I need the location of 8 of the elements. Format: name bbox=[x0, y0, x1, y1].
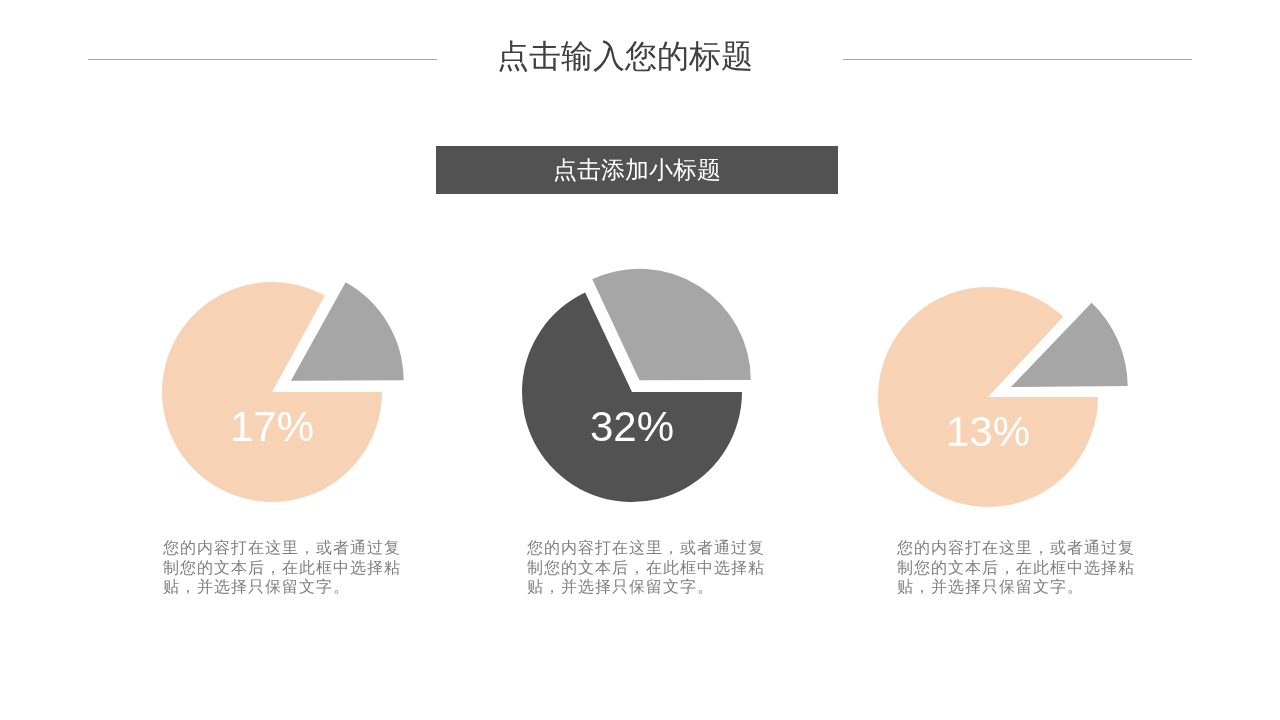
text: 您的内容打在这里，或者通过复制您的文本后，在此框中选择粘贴，并选择只保留文字。 bbox=[163, 538, 402, 597]
banner: 点击添加小标题 bbox=[436, 146, 838, 194]
text: 17% bbox=[229, 403, 315, 450]
text: 13% bbox=[945, 408, 1031, 455]
text: 点击输入您的标题 bbox=[497, 36, 753, 76]
text: 您的内容打在这里，或者通过复制您的文本后，在此框中选择粘贴，并选择只保留文字。 bbox=[897, 538, 1136, 597]
text: 32% bbox=[589, 403, 675, 450]
text: 您的内容打在这里，或者通过复制您的文本后，在此框中选择粘贴，并选择只保留文字。 bbox=[527, 538, 766, 597]
